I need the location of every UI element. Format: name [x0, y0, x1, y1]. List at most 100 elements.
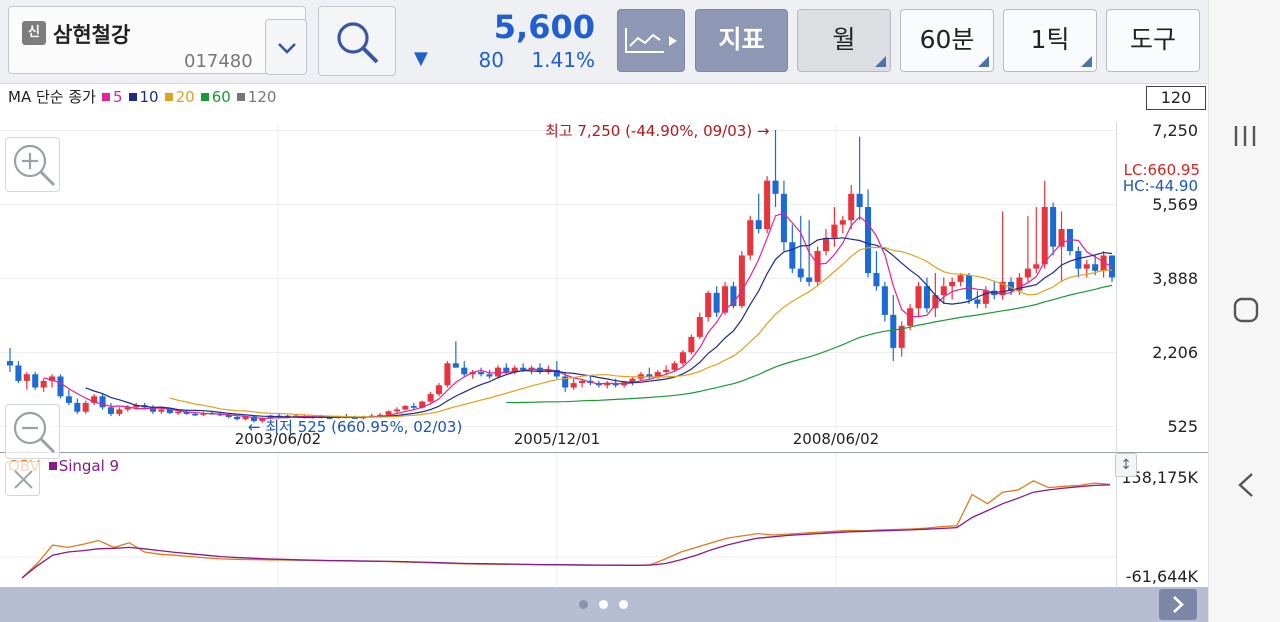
candle-body	[890, 314, 897, 348]
candle-body	[831, 224, 838, 238]
chart-area[interactable]: 최고 7,250 (-44.90%, 09/03) → ← 최저 525 (660…	[0, 84, 1208, 587]
price-tick-label: 525	[1167, 417, 1198, 436]
candle-body	[385, 411, 392, 415]
candle-body	[957, 275, 964, 282]
candle-body	[562, 376, 569, 388]
search-button[interactable]	[318, 6, 396, 76]
price-tick-label: 7,250	[1152, 121, 1198, 140]
candle-body	[242, 416, 249, 420]
ma-legend-prefix: MA 단순 종가	[8, 88, 96, 106]
recent-apps-icon[interactable]	[1209, 116, 1280, 156]
stock-selector[interactable]: 신 삼현철강 017480	[8, 6, 307, 75]
page-dot-2[interactable]	[599, 600, 608, 609]
ma-legend-label-20: 20	[175, 88, 195, 106]
zoom-in-icon	[13, 144, 56, 187]
candle-body	[629, 378, 636, 383]
candle-body	[393, 409, 400, 412]
next-page-button[interactable]	[1159, 589, 1197, 620]
android-nav-bar	[1208, 0, 1280, 622]
candle-body	[444, 363, 451, 386]
signal-swatch	[48, 462, 57, 470]
stock-dropdown-button[interactable]	[265, 19, 307, 75]
price-tick-label: 2,206	[1152, 343, 1198, 362]
page-dot-1[interactable]	[579, 600, 588, 609]
candle-body	[99, 396, 106, 408]
candle-body	[107, 407, 114, 414]
lc-label: LC:660.95	[1124, 161, 1200, 179]
candle-body	[259, 418, 266, 421]
candle-body	[116, 409, 123, 414]
candle-body	[511, 367, 518, 373]
price-tick-label: 3,888	[1152, 269, 1198, 288]
period-60min-button[interactable]: 60분	[900, 9, 994, 72]
current-price: 5,600	[493, 8, 595, 46]
period-month-label: 월	[832, 25, 856, 54]
page-dot-3[interactable]	[619, 600, 628, 609]
candle-body	[32, 374, 39, 388]
candle-body	[671, 363, 678, 370]
ma-swatch-20	[164, 93, 173, 101]
candle-body	[234, 416, 241, 420]
candle-body	[949, 281, 956, 287]
candle-body	[40, 380, 47, 388]
candle-body	[65, 396, 72, 403]
candle-body	[688, 336, 695, 353]
candle-body	[654, 372, 661, 377]
candle-body	[663, 369, 670, 373]
candle-body	[1041, 207, 1048, 265]
ma-swatch-10	[128, 93, 137, 101]
candle-body	[124, 407, 131, 410]
candle-body	[915, 286, 922, 309]
candle-body	[6, 361, 14, 366]
obv-line	[21, 480, 1111, 579]
candle-body	[1108, 255, 1116, 278]
home-icon[interactable]	[1209, 290, 1280, 330]
candle-body	[856, 193, 863, 208]
signal-legend-label: Singal 9	[58, 457, 120, 475]
candle-body	[679, 352, 687, 364]
signal-line	[21, 484, 1111, 579]
price-chart[interactable]: 최고 7,250 (-44.90%, 09/03) → ← 최저 525 (660…	[0, 84, 1208, 587]
candle-body	[520, 367, 527, 370]
hc-label: HC:-44.90	[1123, 177, 1198, 195]
tools-button[interactable]: 도구	[1106, 9, 1200, 72]
candle-body	[1024, 268, 1031, 278]
candle-body	[91, 396, 98, 403]
candle-count-input[interactable]: 120	[1146, 86, 1206, 110]
corner-triangle-icon	[978, 56, 989, 67]
candle-body	[15, 365, 22, 381]
candle-body	[932, 295, 939, 309]
resize-handle-icon[interactable]: ↕	[1115, 453, 1137, 477]
line-chart-icon	[625, 28, 677, 53]
high-annotation: 최고 7,250 (-44.90%, 09/03) →	[545, 122, 770, 140]
candle-body	[74, 402, 81, 412]
top-toolbar: 신 삼현철강 017480 5,600 ▼ 80 1.41%	[0, 0, 1208, 84]
indicator-button[interactable]: 지표	[695, 9, 788, 72]
candle-body	[982, 290, 989, 304]
candle-body	[1075, 251, 1082, 269]
stock-code: 017480	[184, 51, 253, 72]
candle-body	[738, 255, 745, 307]
candle-body	[797, 268, 804, 278]
zoom-in-button[interactable]	[5, 137, 60, 192]
back-icon[interactable]	[1209, 465, 1280, 505]
candle-body	[713, 292, 720, 313]
candle-body	[192, 413, 199, 416]
tick-button[interactable]: 1틱	[1003, 9, 1097, 72]
candle-body	[377, 414, 384, 417]
date-tick-label: 2003/06/02	[235, 430, 321, 448]
candle-body	[419, 401, 426, 408]
candle-body	[435, 385, 443, 395]
zoom-out-button[interactable]	[5, 404, 60, 459]
period-60min-label: 60분	[919, 25, 975, 54]
candle-body	[1016, 277, 1023, 291]
close-indicator-button[interactable]	[5, 461, 40, 496]
period-month-button[interactable]: 월	[797, 9, 891, 72]
page-indicator-bar	[0, 587, 1208, 622]
obv-tick-label: 158,175K	[1121, 468, 1198, 487]
date-tick-label: 2008/06/02	[793, 430, 879, 448]
chart-type-button[interactable]	[617, 9, 685, 72]
candle-body	[923, 286, 930, 309]
price-tick-label: 5,569	[1152, 195, 1198, 214]
